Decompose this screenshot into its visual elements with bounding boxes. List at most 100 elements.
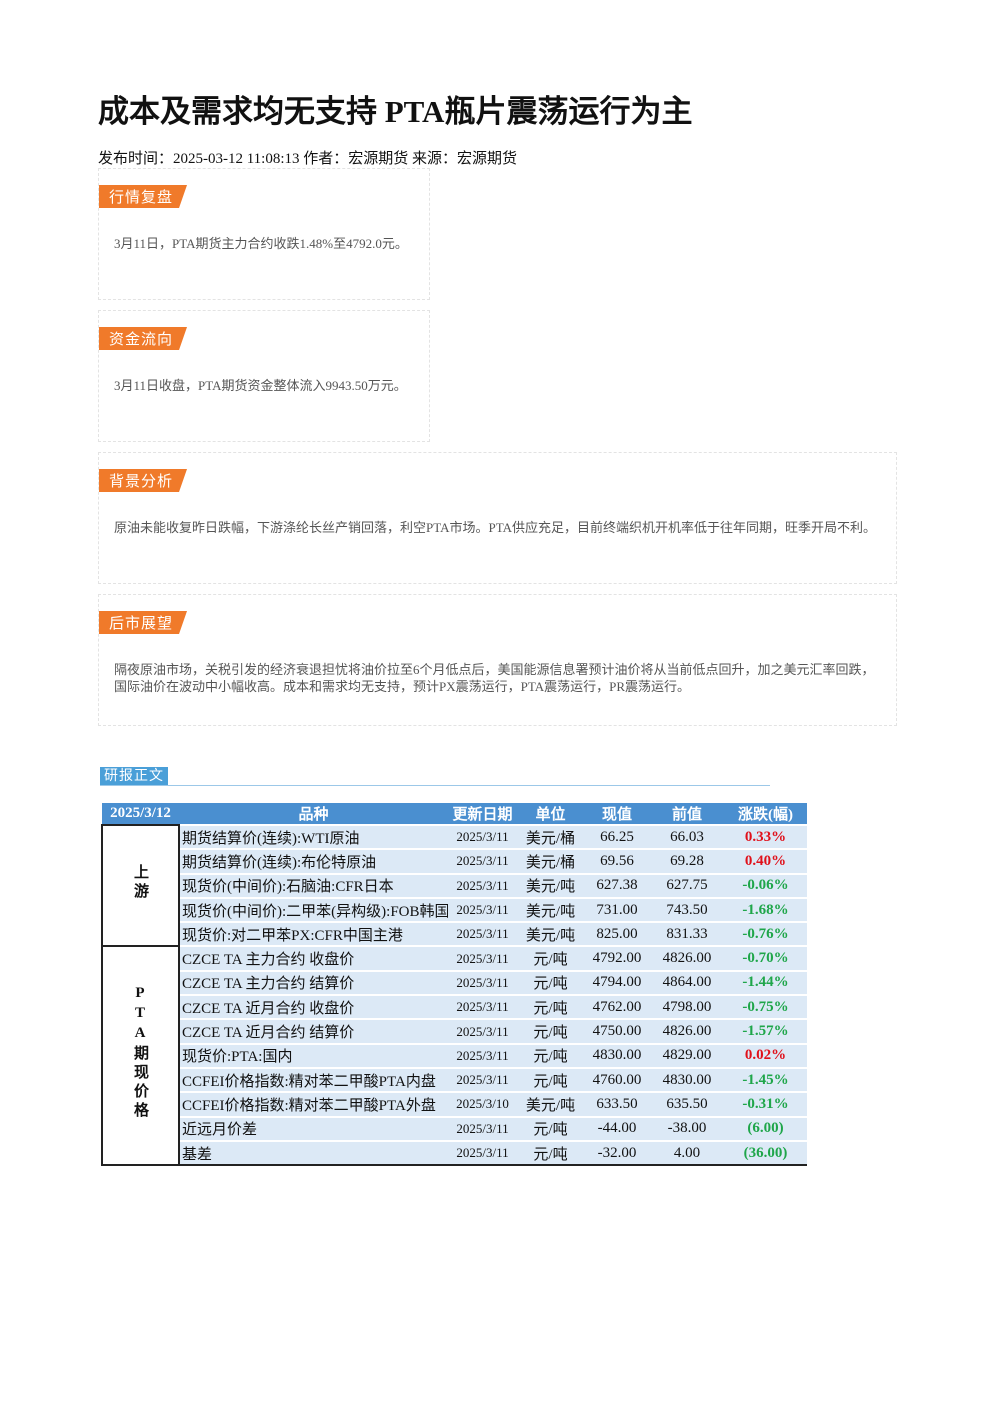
- cell: 4.00: [650, 1139, 724, 1166]
- cell: 美元/吨: [517, 896, 584, 923]
- cell: 66.25: [584, 823, 650, 850]
- section-tag: 资金流向: [99, 327, 187, 350]
- cell: -1.68%: [724, 896, 807, 923]
- table-row: 近远月价差 2025/3/11 元/吨 -44.00 -38.00 (6.00): [102, 1115, 807, 1141]
- cell: 2025/3/11: [448, 848, 517, 874]
- cell: 2025/3/11: [448, 1042, 517, 1068]
- header-cell: 2025/3/12: [102, 803, 179, 825]
- cell: 2025/3/11: [448, 823, 517, 850]
- cell: 元/吨: [517, 994, 584, 1020]
- cell: 743.50: [650, 896, 724, 923]
- cell: 69.56: [584, 848, 650, 874]
- table-row: 现货价:对二甲苯PX:CFR中国主港 2025/3/11 美元/吨 825.00 831…: [102, 921, 807, 947]
- cell: 2025/3/11: [448, 896, 517, 923]
- section-box: 行情复盘 3月11日，PTA期货主力合约收跌1.48%至4792.0元。: [98, 168, 430, 300]
- cell: 633.50: [584, 1091, 650, 1117]
- cell: -0.06%: [724, 872, 807, 898]
- cell: 2025/3/11: [448, 872, 517, 898]
- title: 成本及需求均无支持 PTA瓶片震荡运行为主: [98, 94, 693, 129]
- cell: 4760.00: [584, 1066, 650, 1093]
- cell: 4826.00: [650, 945, 724, 971]
- table-row: CZCE TA 近月合约 结算价 2025/3/11 元/吨 4750.00 4826.…: [102, 1018, 807, 1044]
- cell: 元/吨: [517, 1115, 584, 1141]
- cell: 2025/3/10: [448, 1091, 517, 1117]
- cell: -0.76%: [724, 921, 807, 947]
- cell: 731.00: [584, 896, 650, 923]
- header-cell: 前值: [650, 803, 724, 825]
- cell: 现货价(中间价):石脑油:CFR日本: [179, 872, 448, 898]
- table-row: 期货结算价(连续):布伦特原油 2025/3/11 美元/桶 69.56 69.28 0.…: [102, 848, 807, 874]
- cell: 期货结算价(连续):布伦特原油: [179, 848, 448, 874]
- cell: CCFEI价格指数:精对苯二甲酸PTA外盘: [179, 1091, 448, 1117]
- table-row: 基差 2025/3/11 元/吨 -32.00 4.00 (36.00): [102, 1139, 807, 1166]
- cell: 4794.00: [584, 969, 650, 996]
- group-label: 上游: [132, 864, 148, 903]
- group-cell: 上游: [101, 823, 180, 947]
- cell: CZCE TA 近月合约 收盘价: [179, 994, 448, 1020]
- cell: 0.02%: [724, 1042, 807, 1068]
- cell: 69.28: [650, 848, 724, 874]
- table-body: 上游 期货结算价(连续):WTI原油 2025/3/11 美元/桶 66.25 66.03…: [101, 823, 807, 1166]
- cell: 635.50: [650, 1091, 724, 1117]
- cell: -0.31%: [724, 1091, 807, 1117]
- cell: 2025/3/11: [448, 994, 517, 1020]
- cell: 4792.00: [584, 945, 650, 971]
- cell: 元/吨: [517, 969, 584, 996]
- section-text: 3月11日收盘，PTA期货资金整体流入9943.50万元。: [114, 378, 407, 393]
- meta: 发布时间：2025-03-12 11:08:13 作者：宏源期货 来源：宏源期货: [98, 151, 518, 167]
- cell: -1.45%: [724, 1066, 807, 1093]
- cell: -0.75%: [724, 994, 807, 1020]
- table-row: CCFEI价格指数:精对苯二甲酸PTA内盘 2025/3/11 元/吨 4760.00…: [102, 1066, 807, 1093]
- cell: 66.03: [650, 823, 724, 850]
- cell: CZCE TA 主力合约 收盘价: [179, 945, 448, 971]
- cell: CZCE TA 近月合约 结算价: [179, 1018, 448, 1044]
- report-tag: 研报正文: [100, 767, 168, 786]
- cell: 4830.00: [584, 1042, 650, 1068]
- cell: 现货价(中间价):二甲苯(异构级):FOB韩国: [179, 896, 448, 923]
- cell: CZCE TA 主力合约 结算价: [179, 969, 448, 996]
- section-text: 隔夜原油市场，关税引发的经济衰退担忧将油价拉至6个月低点后，美国能源信息署预计油…: [114, 662, 875, 694]
- cell: 现货价:PTA:国内: [179, 1042, 448, 1068]
- cell: 825.00: [584, 921, 650, 947]
- table-row: 现货价(中间价):石脑油:CFR日本 2025/3/11 美元/吨 627.38 627…: [102, 872, 807, 898]
- cell: 2025/3/11: [448, 1139, 517, 1166]
- header-row: 2025/3/12 品种 更新日期 单位 现值 前值 涨跌(幅): [102, 803, 807, 825]
- section-text: 3月11日，PTA期货主力合约收跌1.48%至4792.0元。: [114, 236, 408, 251]
- data-table: 2025/3/12 品种 更新日期 单位 现值 前值 涨跌(幅) 上游 期货结算价(连续):W…: [101, 803, 807, 1167]
- cell: 2025/3/11: [448, 1018, 517, 1044]
- cell: 期货结算价(连续):WTI原油: [179, 823, 448, 850]
- cell: 831.33: [650, 921, 724, 947]
- cell: 4762.00: [584, 994, 650, 1020]
- cell: (6.00): [724, 1115, 807, 1141]
- header-cell: 涨跌(幅): [724, 803, 807, 825]
- group-cell: PTA期现价格: [101, 945, 180, 1166]
- cell: 2025/3/11: [448, 945, 517, 971]
- cell: 627.38: [584, 872, 650, 898]
- table-row: PTA期现价格 CZCE TA 主力合约 收盘价 2025/3/11 元/吨 4792.…: [101, 945, 807, 1166]
- cell: 2025/3/11: [448, 969, 517, 996]
- header-cell: 现值: [584, 803, 650, 825]
- table-row: CZCE TA 近月合约 收盘价 2025/3/11 元/吨 4762.00 4798.…: [102, 994, 807, 1020]
- cell: 0.33%: [724, 823, 807, 850]
- group-label: PTA期现价格: [132, 985, 148, 1122]
- cell: 美元/吨: [517, 1091, 584, 1117]
- cell: 基差: [179, 1139, 448, 1166]
- cell: 元/吨: [517, 1042, 584, 1068]
- cell: 美元/桶: [517, 848, 584, 874]
- cell: 元/吨: [517, 945, 584, 971]
- cell: -0.70%: [724, 945, 807, 971]
- cell: 0.40%: [724, 848, 807, 874]
- cell: 4829.00: [650, 1042, 724, 1068]
- section-box: 背景分析 原油未能收复昨日跌幅，下游涤纶长丝产销回落，利空PTA市场。PTA供应充…: [98, 452, 897, 584]
- cell: 4798.00: [650, 994, 724, 1020]
- section-tag: 后市展望: [99, 611, 187, 634]
- table-row: 现货价(中间价):二甲苯(异构级):FOB韩国 2025/3/11 美元/吨 731.…: [102, 896, 807, 923]
- cell: 4826.00: [650, 1018, 724, 1044]
- table-row: CZCE TA 主力合约 结算价 2025/3/11 元/吨 4794.00 4864.…: [102, 969, 807, 996]
- cell: 2025/3/11: [448, 1066, 517, 1093]
- cell: 近远月价差: [179, 1115, 448, 1141]
- cell: -1.57%: [724, 1018, 807, 1044]
- cell: 美元/吨: [517, 872, 584, 898]
- cell: 4830.00: [650, 1066, 724, 1093]
